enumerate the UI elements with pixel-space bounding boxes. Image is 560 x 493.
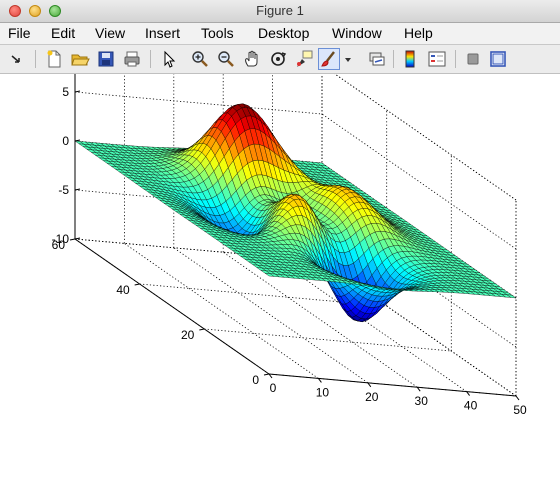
y-tick-label: 40 [116,283,130,297]
grid-line [204,328,452,352]
save-icon[interactable] [96,49,116,69]
print-icon[interactable] [122,49,142,69]
z-tick-label: 5 [62,85,69,99]
menu-desktop[interactable]: Desktop [258,25,310,41]
box-edge [334,74,517,201]
y-tick-mark [199,328,205,331]
grid-line [74,189,323,213]
menu-window[interactable]: Window [332,25,382,41]
x-tick-label: 0 [270,381,277,395]
z-tick-mark [74,237,81,240]
z-tick-mark [74,139,81,142]
menu-file[interactable]: File [8,25,31,41]
x-axis-line [268,373,517,397]
peaks-surface [74,103,517,322]
minimize-button[interactable] [29,5,41,17]
surface-patch [506,294,517,299]
x-tick-label: 50 [513,403,527,417]
z-tick-label: -10 [52,232,70,246]
z-tick-mark [74,188,81,191]
colorbar-icon[interactable] [400,49,420,69]
menu-edit[interactable]: Edit [51,25,76,41]
data-cursor-icon[interactable] [294,49,314,69]
x-tick-label: 10 [316,385,330,399]
y-tick-label: 20 [181,328,195,342]
window-title: Figure 1 [256,3,304,18]
menu-insert[interactable]: Insert [145,25,181,41]
y-tick-mark [263,373,270,376]
x-tick-label: 30 [415,394,429,408]
menu-tools[interactable]: Tools [201,25,234,41]
show-tools-icon[interactable] [488,49,508,69]
brush-dropdown-icon[interactable] [343,49,353,69]
new-figure-icon[interactable] [44,49,64,69]
zoom-out-icon[interactable] [216,49,236,69]
x-tick-label: 40 [464,399,478,413]
link-plot-icon[interactable] [367,49,387,69]
y-tick-mark [69,238,76,241]
brush-icon[interactable] [318,48,340,70]
legend-icon[interactable] [427,49,447,69]
z-tick-mark [74,90,81,93]
rotate-3d-icon[interactable] [268,49,288,69]
y-tick-mark [134,283,140,286]
grid-line [334,74,517,201]
dock-arrow-icon[interactable] [7,49,27,69]
title-bar: Figure 1 [0,0,560,23]
x-tick-label: 20 [365,390,379,404]
grid-line [139,283,387,307]
maximize-button[interactable] [49,5,61,17]
z-tick-label: 0 [62,134,69,148]
x-tick-mark [515,395,520,401]
menu-bar: File Edit View Insert Tools Desktop Wind… [0,23,560,45]
z-tick-label: -5 [58,183,69,197]
toolbar [0,45,560,74]
y-tick-label: 60 [52,238,66,252]
open-file-icon[interactable] [70,49,90,69]
y-tick-label: 0 [252,373,259,387]
pointer-icon[interactable] [159,49,179,69]
x-tick-mark [268,373,273,379]
x-tick-mark [466,391,471,396]
grid-line [74,91,323,115]
pan-hand-icon[interactable] [242,49,262,69]
grid-line [74,238,323,262]
x-tick-mark [416,386,421,392]
close-button[interactable] [9,5,21,17]
x-tick-mark [367,382,372,388]
menu-view[interactable]: View [95,25,126,41]
zoom-in-icon[interactable] [190,49,210,69]
hide-tools-icon[interactable] [463,49,483,69]
y-axis-line [74,238,270,375]
menu-help[interactable]: Help [404,25,433,41]
x-tick-mark [317,378,322,383]
